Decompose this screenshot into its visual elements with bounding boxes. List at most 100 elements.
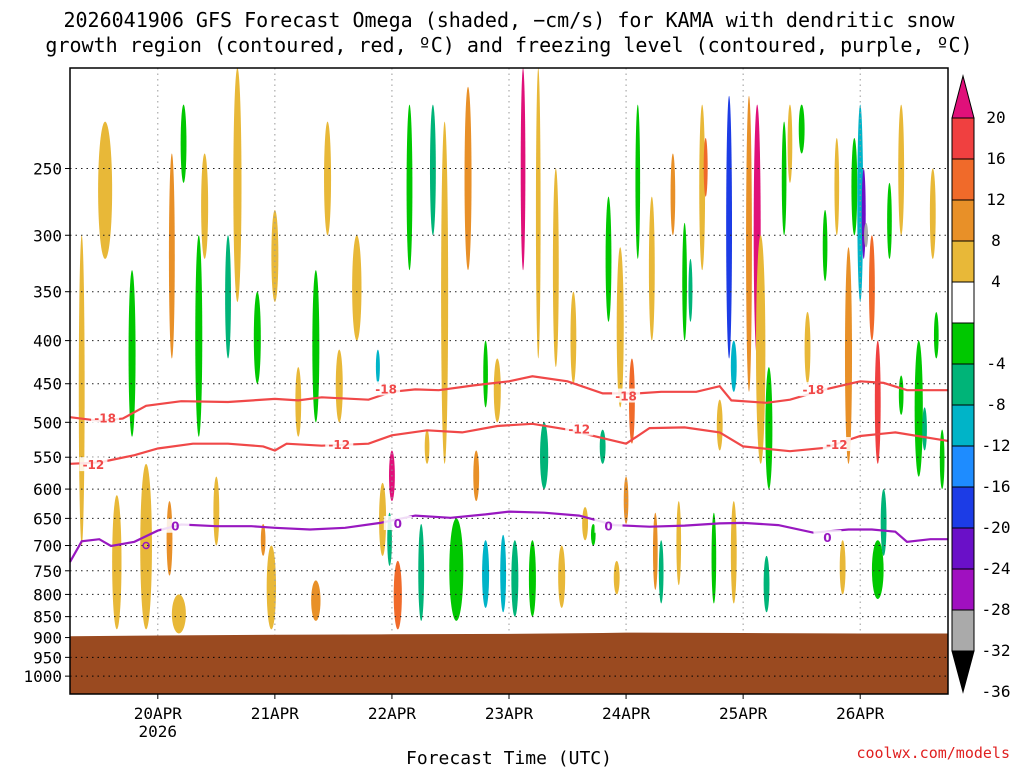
colorbar-label--12: -12 — [982, 436, 1011, 455]
colorbar-bin-8-12 — [951, 199, 975, 242]
x-tick-label-22APR: 22APR — [368, 704, 417, 723]
omega-cell-14 — [253, 291, 261, 384]
x-tick-label-21APR: 21APR — [251, 704, 300, 723]
omega-cell-24 — [375, 349, 380, 384]
omega-cell-67 — [711, 512, 717, 604]
colorbar-label--28: -28 — [982, 600, 1011, 619]
contour-label--18-2: -18 — [615, 390, 637, 404]
omega-cell-72 — [746, 95, 752, 392]
contour-label--18-0: -18 — [94, 412, 116, 426]
contour-label--18-1: -18 — [375, 382, 397, 396]
omega-cell-86 — [857, 104, 864, 303]
omega-cell-53 — [613, 560, 620, 595]
omega-cell-31 — [424, 429, 430, 464]
omega-cell-30 — [418, 523, 425, 621]
contour-label-bg--12-3 — [822, 437, 851, 452]
contour-label--12-0: -12 — [83, 458, 105, 472]
omega-cell-27 — [393, 560, 402, 630]
omega-cell-32 — [429, 104, 436, 236]
omega-cell-64 — [688, 258, 693, 322]
x-tick-label-25APR: 25APR — [719, 704, 768, 723]
colorbar-label-4: 4 — [991, 272, 1001, 291]
y-tick-label-700: 700 — [33, 537, 62, 556]
omega-cell-45 — [540, 422, 549, 490]
colorbar: 20 16 12 8 4 -4 -8 -12 -16 -20 -24 -28 -32 -36 — [951, 74, 1011, 701]
chart-title-line2: growth region (contoured, red, ºC) and f… — [45, 33, 972, 57]
omega-cell-34 — [449, 518, 464, 621]
colorbar-bin-16-20 — [951, 117, 975, 160]
omega-cell-59 — [652, 512, 658, 590]
y-tick-label-750: 750 — [33, 562, 62, 581]
omega-shading — [78, 67, 945, 634]
colorbar-bin--20--16 — [951, 445, 975, 488]
omega-cell-4 — [140, 463, 152, 630]
omega-cell-11 — [213, 476, 220, 546]
x-tick-label-23APR: 23APR — [485, 704, 534, 723]
omega-cell-95 — [898, 375, 904, 415]
x-tick-sublabel-20APR: 2026 — [139, 722, 178, 741]
y-tick-label-600: 600 — [33, 480, 62, 499]
omega-cell-91 — [871, 540, 884, 599]
omega-cell-37 — [482, 540, 490, 608]
omega-cell-55 — [623, 476, 629, 524]
contour-label--12-2: -12 — [568, 423, 590, 437]
credit-link[interactable]: coolwx.com/models — [856, 744, 1010, 762]
colorbar-label--20: -20 — [982, 518, 1011, 537]
x-tick-label-20APR: 20APR — [134, 704, 183, 723]
contour-label-bg--18-1 — [372, 381, 401, 396]
omega-cell-35 — [464, 86, 472, 271]
omega-cell-44 — [535, 68, 541, 359]
omega-cell-66 — [703, 137, 708, 197]
y-axis: 250 300 350 400 450 500 550 600 650 700 750 800 850 9… — [23, 159, 70, 686]
omega-cell-70 — [730, 340, 737, 392]
omega-cell-38 — [483, 340, 488, 408]
colorbar-bin--24--20 — [951, 486, 975, 529]
contour-label-bg-0-2 — [594, 518, 623, 533]
omega-cell-23 — [352, 235, 362, 341]
omega-cell-79 — [798, 104, 805, 154]
omega-cell-84 — [844, 247, 853, 464]
omega-cell-1 — [98, 121, 113, 259]
colorbar-label-20: 20 — [986, 108, 1005, 127]
omega-cell-83 — [839, 540, 846, 595]
omega-cell-29 — [406, 104, 413, 271]
omega-cell-61 — [670, 153, 676, 236]
omega-cell-8 — [180, 104, 187, 183]
omega-cell-49 — [582, 506, 589, 541]
omega-cell-60 — [658, 540, 664, 604]
omega-cell-43 — [528, 540, 536, 617]
y-tick-label-800: 800 — [33, 585, 62, 604]
omega-cell-21 — [324, 121, 332, 236]
omega-cell-16 — [260, 523, 266, 556]
contour-label-bg--18-3 — [799, 382, 828, 397]
omega-cell-17 — [266, 545, 277, 630]
omega-cell-41 — [511, 540, 519, 617]
contour-line--12 — [69, 422, 949, 465]
omega-cell-68 — [716, 399, 723, 451]
contour-label-bg-0-3 — [813, 530, 842, 545]
omega-cell-96 — [914, 340, 923, 477]
omega-cell-47 — [558, 545, 566, 608]
omega-cell-85 — [851, 137, 858, 236]
omega-cell-62 — [676, 501, 682, 586]
colorbar-label-8: 8 — [991, 231, 1001, 250]
terrain — [70, 632, 948, 694]
y-tick-label-250: 250 — [33, 159, 62, 178]
contour-label-0-1: 0 — [394, 517, 402, 531]
omega-cell-63 — [682, 222, 687, 341]
contour-label--12-1: -12 — [328, 438, 350, 452]
y-tick-label-400: 400 — [33, 332, 62, 351]
colorbar-bin--4-4 — [951, 281, 975, 324]
omega-cell-50 — [590, 523, 596, 546]
colorbar-label-12: 12 — [986, 190, 1005, 209]
y-tick-label-350: 350 — [33, 283, 62, 302]
omega-cell-12 — [225, 235, 231, 359]
omega-cell-6 — [168, 153, 175, 359]
colorbar-top-arrow — [951, 74, 975, 119]
omega-cell-40 — [500, 534, 507, 613]
omega-cell-0 — [78, 235, 85, 546]
omega-cell-58 — [648, 196, 655, 341]
temperature-contours: -18 -18 -18 -18 -12 -12 -12 -12 0 0 0 0 — [69, 375, 949, 563]
